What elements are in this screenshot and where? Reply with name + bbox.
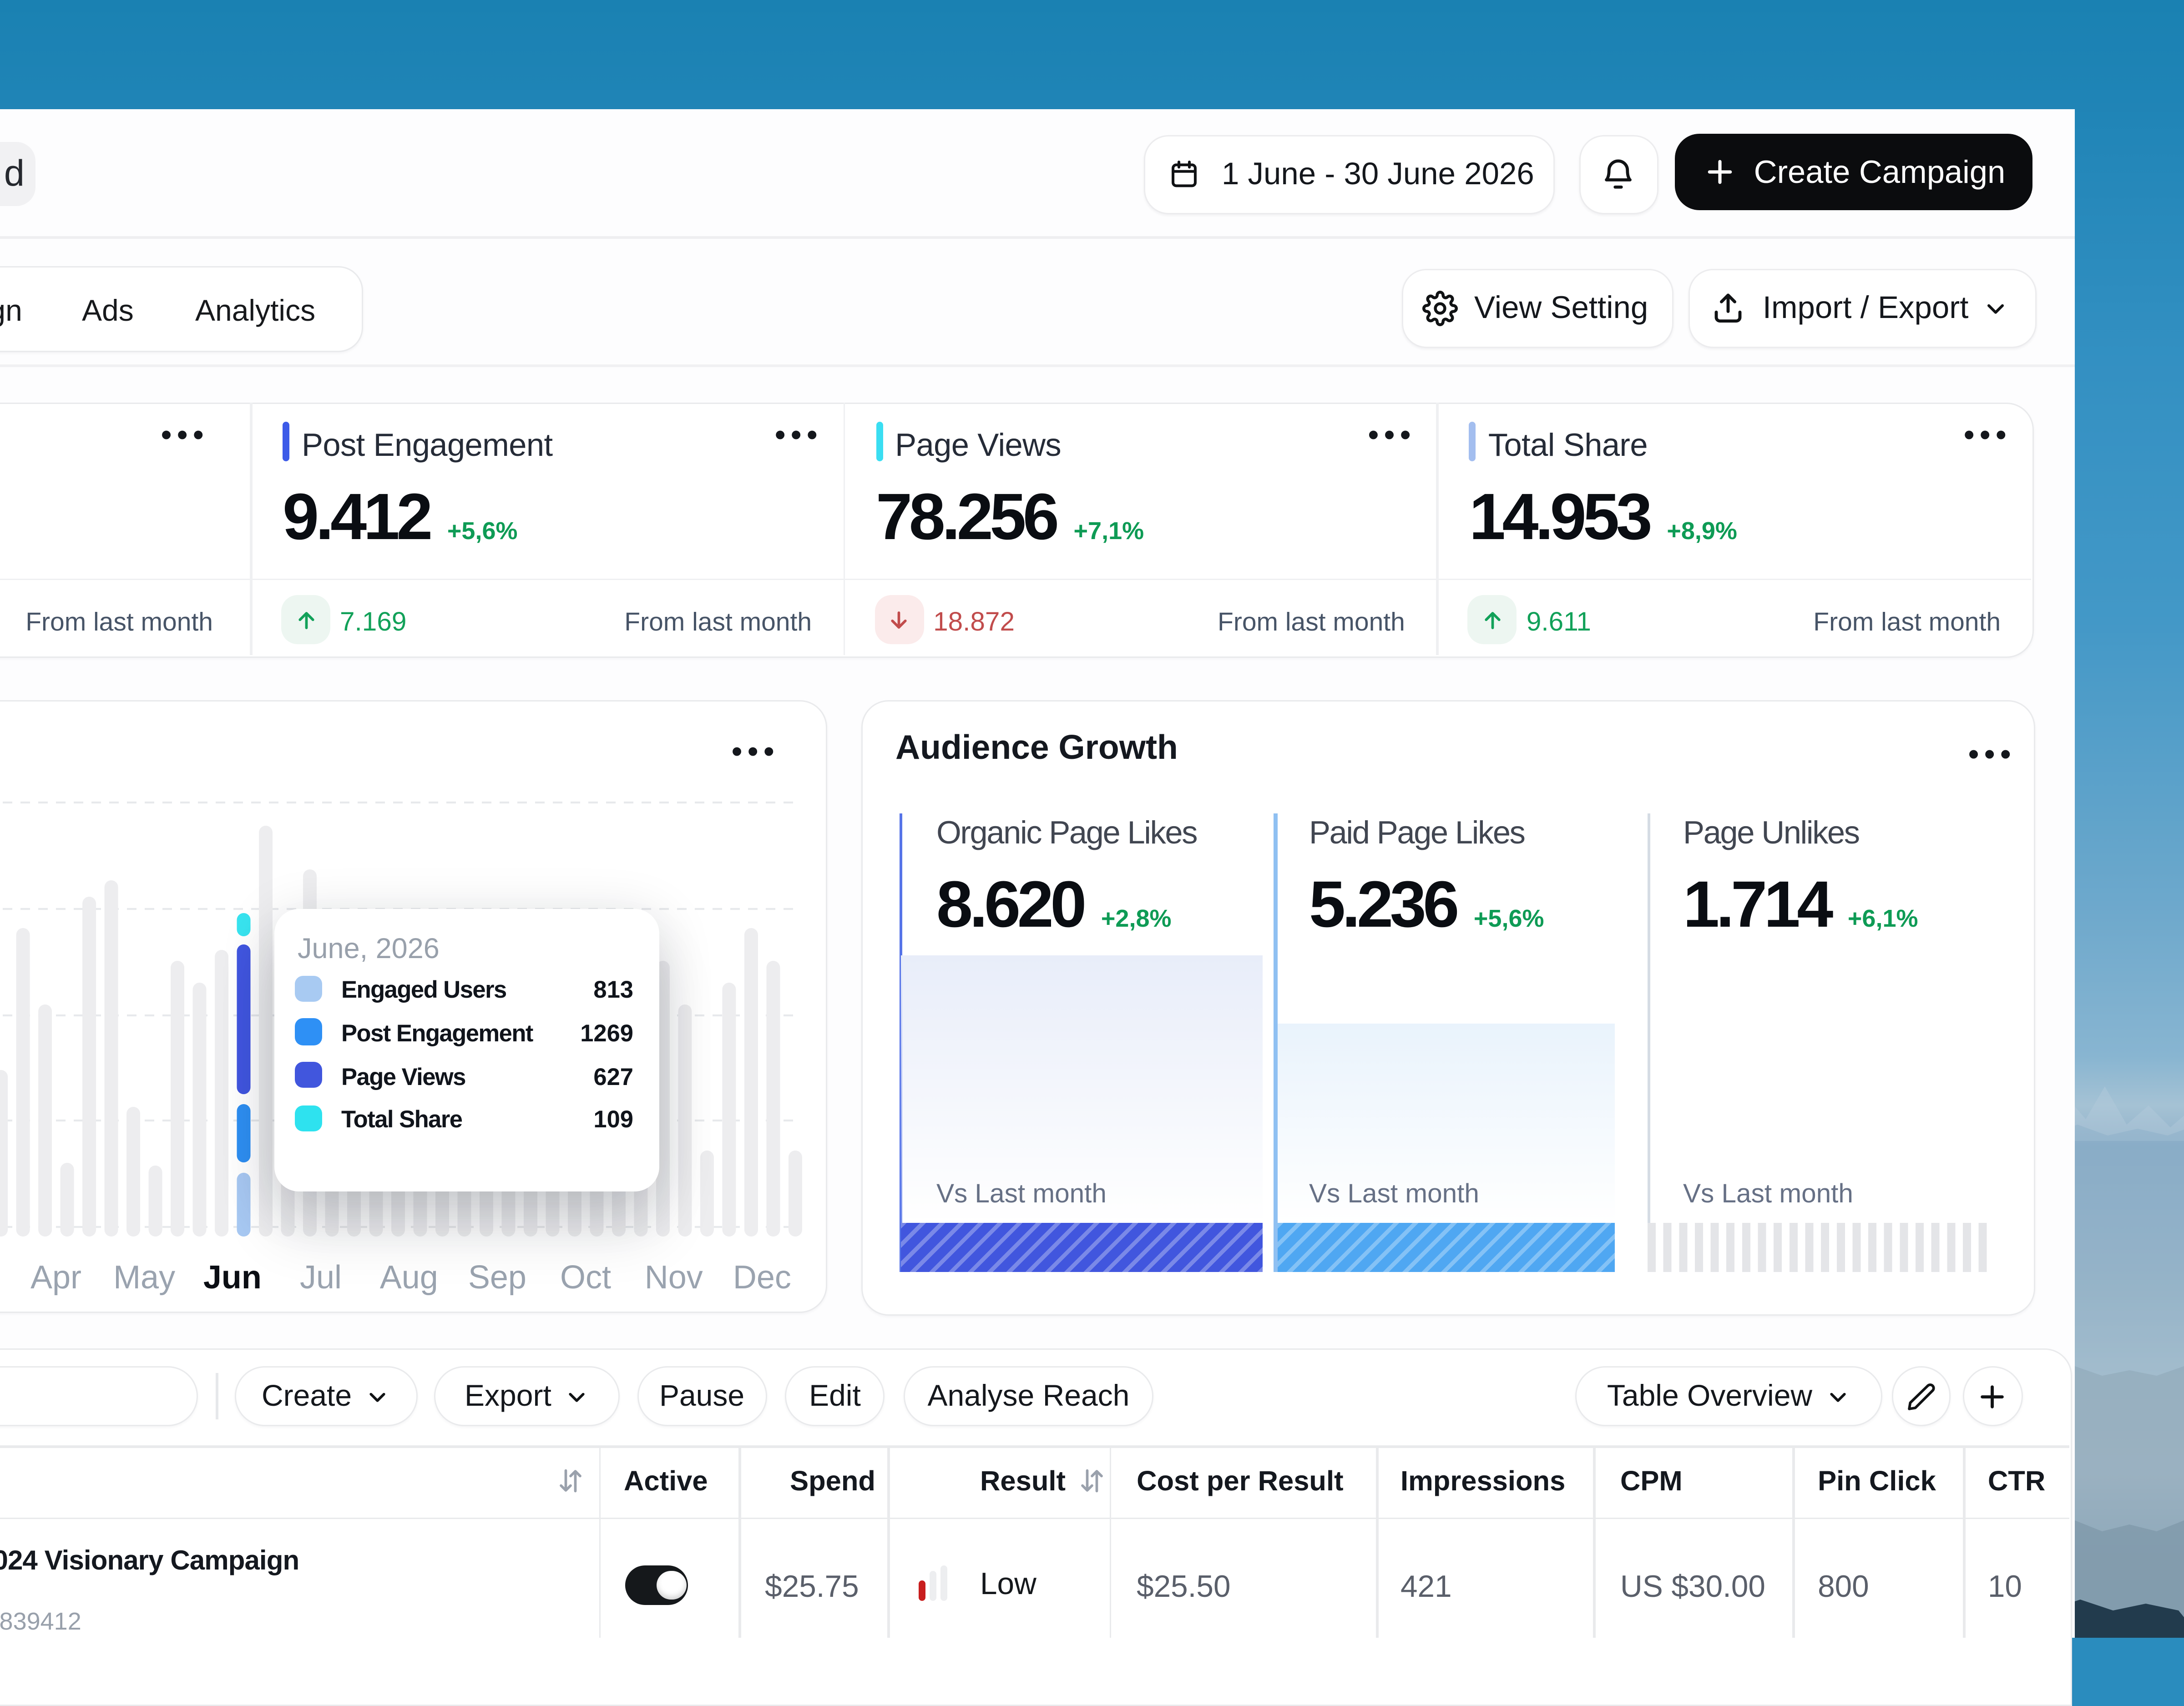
svg-text:Apr: Apr — [30, 1259, 81, 1296]
svg-text:Oct: Oct — [560, 1259, 611, 1296]
svg-text:Sep: Sep — [468, 1259, 526, 1296]
svg-text:Dec: Dec — [733, 1259, 791, 1296]
svg-text:Aug: Aug — [380, 1259, 438, 1296]
svg-text:Jun: Jun — [203, 1259, 262, 1296]
svg-text:Jul: Jul — [300, 1259, 342, 1296]
svg-text:May: May — [113, 1259, 175, 1296]
svg-text:Nov: Nov — [645, 1259, 703, 1296]
